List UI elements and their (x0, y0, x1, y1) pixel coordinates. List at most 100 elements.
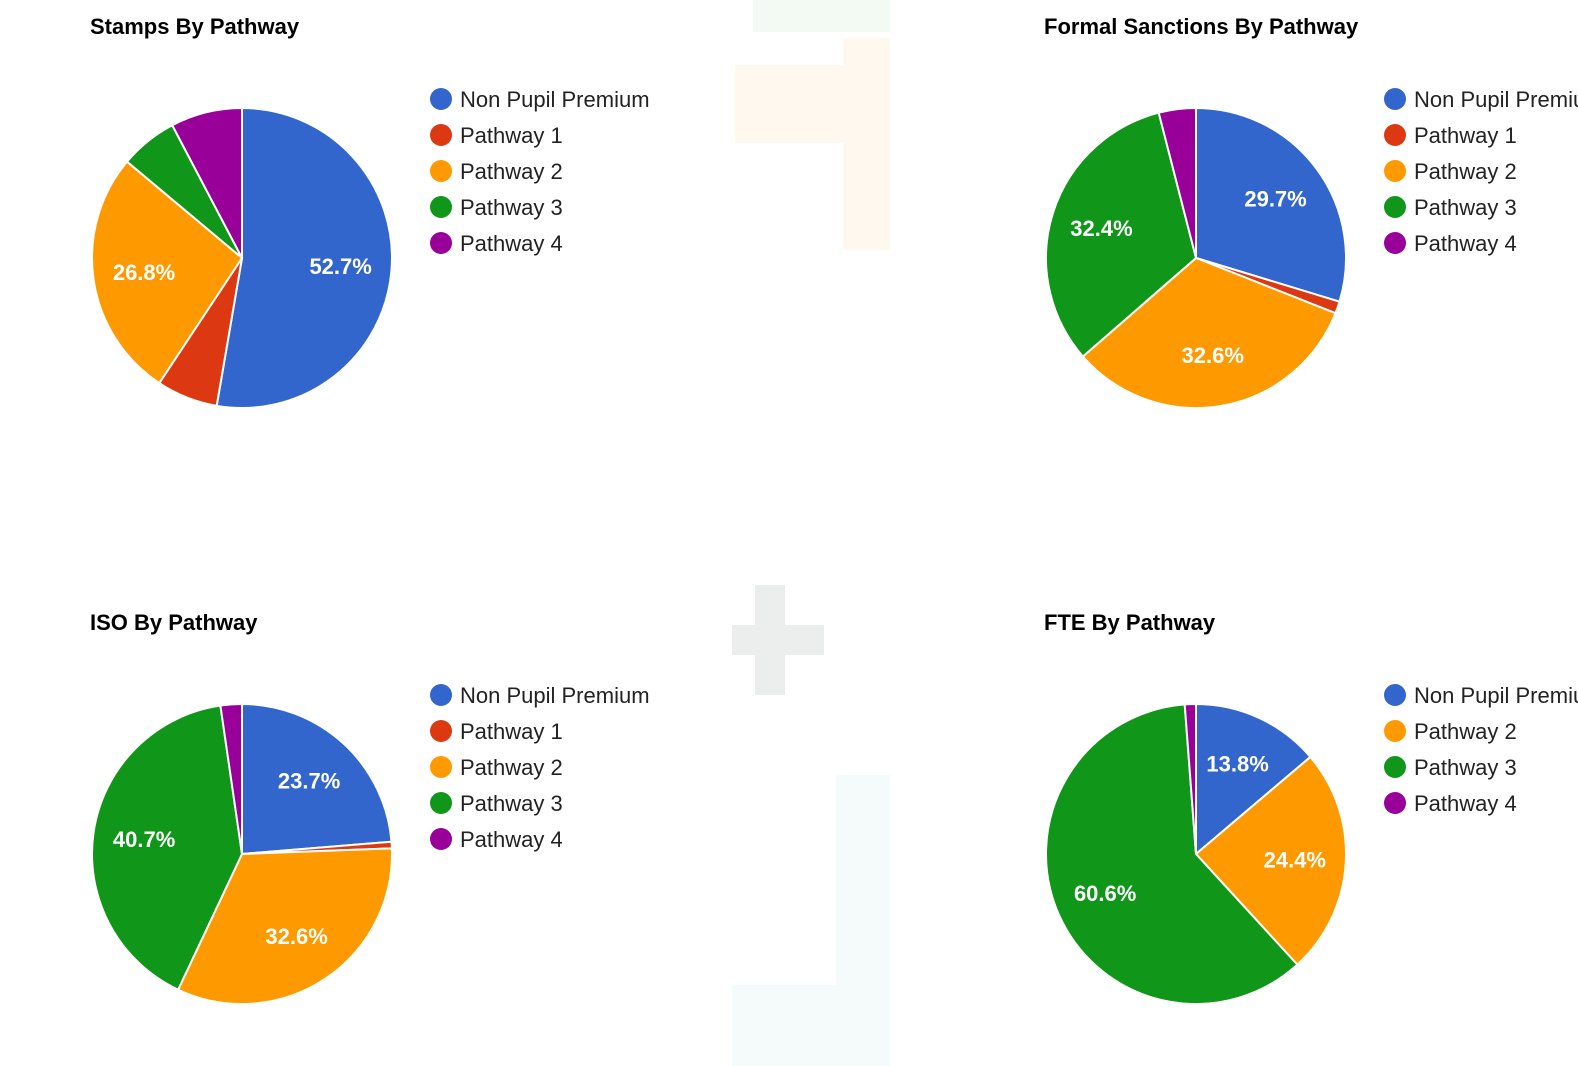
background-decoration-top (753, 0, 890, 32)
pie-slice-pathway-2[interactable] (1194, 755, 1347, 967)
legend-label: Pathway 3 (1414, 195, 1517, 220)
slice-label-non-pupil-premium: 13.8% (1206, 752, 1268, 777)
legend-swatch (1384, 196, 1406, 218)
legend-swatch (430, 684, 452, 706)
pie-slice-non-pupil-premium[interactable] (1195, 106, 1347, 303)
pie-slice-pathway-4[interactable] (1157, 106, 1197, 259)
chart-legend: Non Pupil Premium Pathway 2 Pathway 3 Pathw… (1384, 682, 1578, 826)
legend-swatch (430, 720, 452, 742)
legend-item-non-pupil-premium[interactable]: Non Pupil Premium (430, 86, 650, 114)
legend-item-pathway-4[interactable]: Pathway 4 (1384, 230, 1578, 258)
legend-swatch (430, 792, 452, 814)
slice-label-pathway-3: 40.7% (113, 827, 175, 852)
background-decoration-bottom (836, 775, 890, 1066)
background-decoration-top-right (843, 38, 890, 250)
legend-item-pathway-1[interactable]: Pathway 1 (430, 122, 650, 150)
pie-chart: 23.7% 32.6% 40.7% (91, 702, 393, 1005)
pie-slice-pathway-3[interactable] (91, 704, 244, 992)
pie-chart: 29.7% 32.6% 32.4% (1045, 106, 1347, 410)
slice-label-pathway-2: 26.8% (113, 260, 175, 285)
pie-chart: 13.8% 24.4% 60.6% (1044, 702, 1347, 1006)
slice-label-non-pupil-premium: 23.7% (278, 769, 340, 794)
chart-iso-by-pathway: ISO By Pathway 23.7% 32.6% 40.7% Non Pupil… (90, 610, 650, 1060)
legend-item-pathway-3[interactable]: Pathway 3 (1384, 194, 1578, 222)
legend-item-non-pupil-premium[interactable]: Non Pupil Premium (1384, 86, 1578, 114)
slice-label-non-pupil-premium: 29.7% (1244, 187, 1306, 212)
legend-item-pathway-2[interactable]: Pathway 2 (1384, 158, 1578, 186)
legend-label: Pathway 1 (460, 123, 563, 148)
pie-slice-pathway-4[interactable] (1183, 702, 1197, 855)
legend-swatch (430, 756, 452, 778)
chart-fte-by-pathway: FTE By Pathway 13.8% 24.4% 60.6% Non Pupil… (1044, 610, 1578, 1060)
background-plus-horizontal (732, 625, 824, 655)
legend-swatch (430, 124, 452, 146)
legend-label: Pathway 3 (460, 195, 563, 220)
pie-slice-pathway-4[interactable] (219, 702, 243, 855)
legend-item-pathway-2[interactable]: Pathway 2 (430, 754, 650, 782)
legend-label: Pathway 3 (1414, 755, 1517, 780)
pie-slice-pathway-2[interactable] (91, 160, 244, 385)
legend-swatch (430, 232, 452, 254)
slice-label-pathway-3: 32.4% (1070, 216, 1132, 241)
legend-label: Pathway 3 (460, 791, 563, 816)
legend-label: Pathway 2 (1414, 719, 1517, 744)
slice-label-pathway-2: 32.6% (265, 924, 327, 949)
legend-swatch (1384, 160, 1406, 182)
legend-label: Pathway 2 (460, 159, 563, 184)
pie-slice-non-pupil-premium[interactable] (241, 702, 393, 856)
background-decoration-top-left (735, 65, 843, 143)
chart-legend: Non Pupil Premium Pathway 1 Pathway 2 Pathw… (1384, 86, 1578, 266)
pie-chart: 52.7% 26.8% (91, 106, 393, 409)
legend-label: Pathway 4 (460, 231, 563, 256)
legend-item-non-pupil-premium[interactable]: Non Pupil Premium (1384, 682, 1578, 710)
pie-slice-non-pupil-premium[interactable] (1195, 702, 1312, 857)
legend-label: Non Pupil Premium (1414, 683, 1578, 708)
legend-swatch (430, 160, 452, 182)
legend-item-pathway-3[interactable]: Pathway 3 (430, 194, 650, 222)
legend-label: Pathway 2 (1414, 159, 1517, 184)
legend-item-non-pupil-premium[interactable]: Non Pupil Premium (430, 682, 650, 710)
legend-item-pathway-2[interactable]: Pathway 2 (1384, 718, 1578, 746)
legend-swatch (1384, 124, 1406, 146)
pie-slice-pathway-3[interactable] (1044, 703, 1299, 1006)
pie-slice-pathway-3[interactable] (1045, 111, 1198, 358)
slice-label-pathway-2: 24.4% (1264, 848, 1326, 873)
chart-title: Stamps By Pathway (90, 14, 300, 39)
legend-item-pathway-1[interactable]: Pathway 1 (430, 718, 650, 746)
chart-legend: Non Pupil Premium Pathway 1 Pathway 2 Pathw… (430, 86, 650, 266)
legend-item-pathway-4[interactable]: Pathway 4 (430, 826, 650, 854)
legend-label: Pathway 2 (460, 755, 563, 780)
background-decoration-bottom-left (732, 985, 836, 1066)
pie-slice-pathway-4[interactable] (170, 106, 243, 259)
legend-swatch (430, 196, 452, 218)
legend-item-pathway-4[interactable]: Pathway 4 (1384, 790, 1578, 818)
chart-title: ISO By Pathway (90, 610, 258, 635)
legend-swatch (1384, 684, 1406, 706)
legend-item-pathway-3[interactable]: Pathway 3 (430, 790, 650, 818)
pie-slice-pathway-2[interactable] (176, 847, 393, 1005)
legend-item-pathway-3[interactable]: Pathway 3 (1384, 754, 1578, 782)
legend-swatch (430, 828, 452, 850)
slice-label-pathway-2: 32.6% (1182, 343, 1244, 368)
legend-item-pathway-1[interactable]: Pathway 1 (1384, 122, 1578, 150)
chart-legend: Non Pupil Premium Pathway 1 Pathway 2 Pathw… (430, 682, 650, 862)
chart-formal-sanctions-by-pathway: Formal Sanctions By Pathway 29.7% 32.6% 32… (1044, 14, 1578, 464)
chart-title: FTE By Pathway (1044, 610, 1216, 635)
pie-slice-non-pupil-premium[interactable] (215, 106, 393, 409)
legend-label: Non Pupil Premium (460, 87, 650, 112)
legend-label: Pathway 1 (1414, 123, 1517, 148)
legend-item-pathway-2[interactable]: Pathway 2 (430, 158, 650, 186)
slice-label-pathway-3: 60.6% (1074, 881, 1136, 906)
legend-swatch (1384, 88, 1406, 110)
legend-swatch (1384, 756, 1406, 778)
legend-label: Pathway 1 (460, 719, 563, 744)
legend-label: Non Pupil Premium (1414, 87, 1578, 112)
legend-swatch (1384, 792, 1406, 814)
legend-label: Pathway 4 (1414, 791, 1517, 816)
legend-swatch (430, 88, 452, 110)
legend-item-pathway-4[interactable]: Pathway 4 (430, 230, 650, 258)
pie-slice-pathway-2[interactable] (1081, 256, 1337, 410)
chart-stamps-by-pathway: Stamps By Pathway 52.7% 26.8% Non Pupil P… (90, 14, 650, 464)
slice-label-non-pupil-premium: 52.7% (309, 254, 371, 279)
legend-label: Pathway 4 (1414, 231, 1517, 256)
